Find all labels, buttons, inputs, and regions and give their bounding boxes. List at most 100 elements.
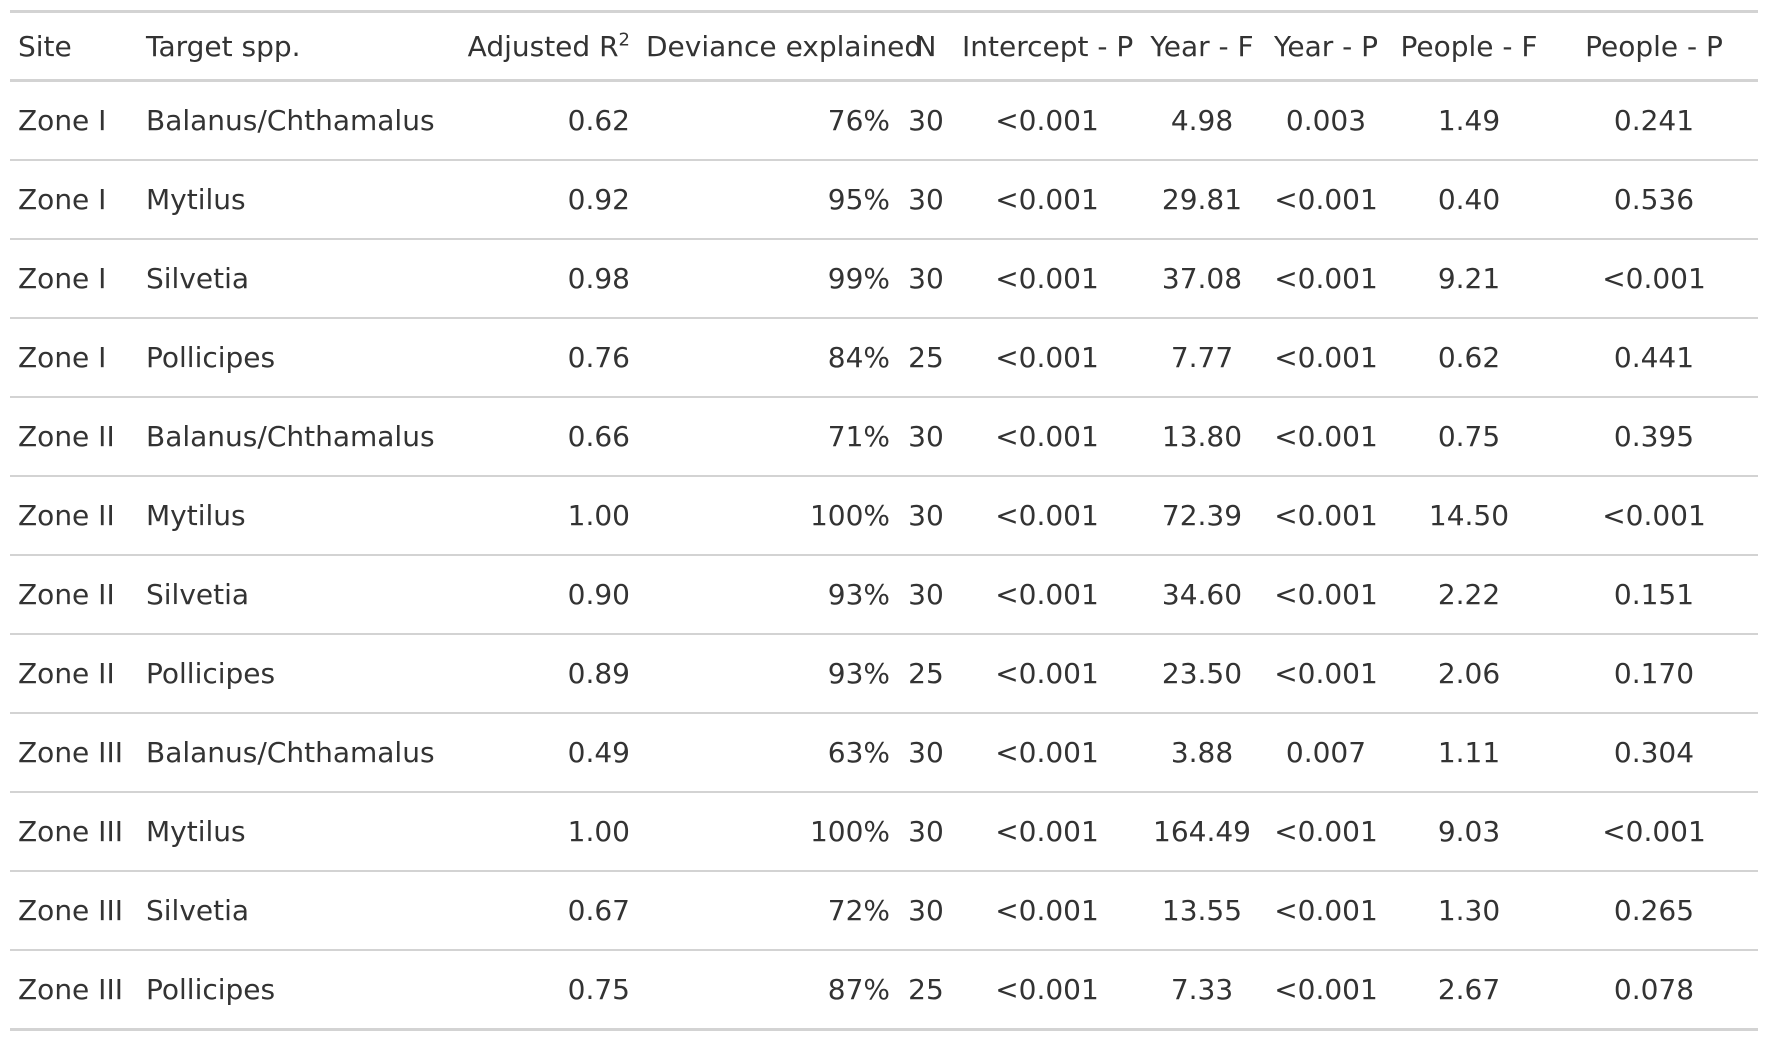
cell-year-p: <0.001 [1264,792,1388,872]
cell-target-spp: Pollicipes [146,973,276,1006]
cell-adjusted-r2: 0.92 [408,160,638,240]
cell-year-f: 13.80 [1140,397,1264,477]
cell-intercept-p: <0.001 [954,397,1140,477]
cell-n: 30 [898,713,954,793]
table-row: Zone II Balanus/Chthamalus 0.66 71% 30 <0.001… [10,397,1758,477]
cell-year-p: 0.003 [1264,80,1388,161]
cell-year-p: <0.001 [1264,239,1388,319]
cell-intercept-p: <0.001 [954,476,1140,556]
cell-deviance-explained: 87% [827,973,890,1006]
cell-year-f: 34.60 [1140,555,1264,635]
cell-deviance-explained: 100% [638,476,898,556]
header-year-p: Year - P [1264,11,1388,82]
cell-target-spp: Silvetia [138,239,408,319]
header-row: Site Target spp. Adjusted R2 Deviance ex… [10,11,1758,82]
table-row: Zone III Balanus/Chthamalus 0.49 63% 30 <0.00… [10,713,1758,793]
cell-deviance-explained: 99% [638,239,898,319]
cell-target-spp: Mytilus [138,792,408,872]
header-adjusted-r2: Adjusted R2 [408,11,638,82]
table-body: Zone I Balanus/Chthamalus 0.62 76% 30 <0.001 4… [10,80,1758,1030]
cell-adjusted-r2: 0.67 [408,871,638,951]
cell-intercept-p: <0.001 [954,792,1140,872]
cell-site: Zone III [10,792,138,872]
cell-intercept-p: <0.001 [995,973,1099,1006]
cell-year-f: 7.77 [1140,318,1264,398]
table-row: Zone I Balanus/Chthamalus 0.62 76% 30 <0.001 4… [10,80,1758,161]
cell-n: 30 [898,397,954,477]
cell-target-spp: Balanus/Chthamalus [138,80,435,161]
cell-year-p: <0.001 [1264,397,1388,477]
cell-year-f: 29.81 [1140,160,1264,240]
cell-deviance-explained: 63% [638,713,898,793]
cell-n: 30 [898,160,954,240]
table-row: Zone I Silvetia 0.98 99% 30 <0.001 37.08 <0.001… [10,239,1758,319]
table-row: Zone III Silvetia 0.67 72% 30 <0.001 13.55 <0.0… [10,871,1758,951]
cell-people-p: 0.441 [1550,318,1758,398]
cell-year-p: <0.001 [1264,318,1388,398]
cell-n: 30 [898,871,954,951]
cell-deviance-explained: 76% [638,80,898,161]
cell-year-p: <0.001 [1264,871,1388,951]
header-site: Site [10,11,138,82]
cell-deviance-explained: 100% [638,792,898,872]
cell-people-f: 2.67 [1437,973,1501,1006]
cell-year-f: 7.33 [1170,973,1234,1006]
cell-target-spp: Pollicipes [138,634,408,714]
cell-people-f: 1.30 [1388,871,1550,951]
header-people-p: People - P [1550,11,1758,82]
cell-adjusted-r2: 0.75 [567,973,630,1006]
cell-target-spp: Balanus/Chthamalus [138,397,435,477]
cell-target-spp: Mytilus [138,476,408,556]
cell-adjusted-r2: 1.00 [408,476,638,556]
cell-people-f: 9.03 [1388,792,1550,872]
cell-intercept-p: <0.001 [954,634,1140,714]
cell-people-p: <0.001 [1550,476,1758,556]
cell-n: 30 [898,476,954,556]
cell-n: 25 [908,973,944,1006]
cell-year-f: 3.88 [1140,713,1264,793]
cell-year-p: <0.001 [1264,634,1388,714]
cell-adjusted-r2: 0.76 [408,318,638,398]
cell-adjusted-r2: 0.98 [408,239,638,319]
cell-people-p: <0.001 [1550,239,1758,319]
cell-intercept-p: <0.001 [954,80,1140,161]
table-row: Zone III Pollicipes 0.75 87% 25 <0.001 7.33 <0.… [10,950,1758,1030]
table-row: Zone II Silvetia 0.90 93% 30 <0.001 34.60 <0.00… [10,555,1758,635]
cell-site: Zone II [10,634,138,714]
table-row: Zone I Mytilus 0.92 95% 30 <0.001 29.81 <0.001 0… [10,160,1758,240]
table-row: Zone II Pollicipes 0.89 93% 25 <0.001 23.50 <0.… [10,634,1758,714]
cell-deviance-explained: 72% [638,871,898,951]
cell-target-spp: Balanus/Chthamalus [138,713,435,793]
cell-people-f: 2.22 [1388,555,1550,635]
cell-year-f: 37.08 [1140,239,1264,319]
header-year-f: Year - F [1140,11,1264,82]
cell-n: 30 [898,239,954,319]
cell-people-f: 14.50 [1388,476,1550,556]
header-intercept-p: Intercept - P [954,11,1140,82]
cell-target-spp: Silvetia [138,555,408,635]
cell-adjusted-r2: 0.49 [408,713,638,793]
cell-people-f: 1.11 [1388,713,1550,793]
cell-site: Zone I [10,80,138,161]
cell-adjusted-r2: 0.66 [408,397,638,477]
cell-people-f: 0.62 [1388,318,1550,398]
cell-people-f: 1.49 [1388,80,1550,161]
cell-year-f: 164.49 [1140,792,1264,872]
cell-intercept-p: <0.001 [954,555,1140,635]
table-header: Site Target spp. Adjusted R2 Deviance ex… [10,11,1758,82]
cell-adjusted-r2: 0.89 [408,634,638,714]
cell-people-f: 9.21 [1388,239,1550,319]
header-adjusted-r2-superscript: 2 [618,29,630,51]
cell-people-p: 0.151 [1550,555,1758,635]
cell-year-p: <0.001 [1264,476,1388,556]
table-row: Zone I Pollicipes 0.76 84% 25 <0.001 7.77 <0.00… [10,318,1758,398]
header-people-f: People - F [1388,11,1550,82]
cell-people-p: 0.078 [1613,973,1695,1006]
cell-people-p: 0.170 [1550,634,1758,714]
cell-intercept-p: <0.001 [954,713,1140,793]
cell-people-p: 0.395 [1550,397,1758,477]
cell-people-p: 0.241 [1550,80,1758,161]
cell-year-p: <0.001 [1264,160,1388,240]
table-row: Zone III Mytilus 1.00 100% 30 <0.001 164.49 <0.… [10,792,1758,872]
cell-people-p: 0.536 [1550,160,1758,240]
